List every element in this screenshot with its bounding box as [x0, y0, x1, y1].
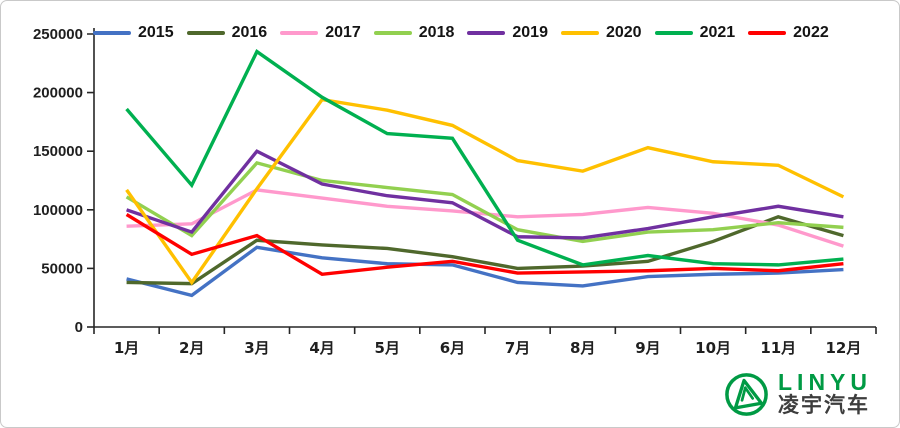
brand-text: LINYU 凌宇汽车 [778, 371, 872, 417]
y-tick-label: 100000 [33, 202, 83, 219]
legend-swatch-icon [467, 31, 506, 35]
axes [87, 28, 877, 334]
x-tick-label: 2月 [179, 339, 204, 357]
y-tick-label: 200000 [33, 85, 83, 102]
legend-item-2016: 2016 [186, 24, 268, 41]
series-line-2019 [126, 149, 844, 240]
brand-name-cn: 凌宇汽车 [778, 393, 870, 418]
series-lines [125, 49, 845, 298]
series-line-2018 [125, 161, 844, 244]
x-tick-label: 11月 [760, 339, 796, 357]
series-line-2020 [125, 97, 845, 286]
x-tick-label: 12月 [825, 339, 861, 357]
brand-logo: LINYU 凌宇汽车 [723, 371, 872, 418]
x-tick-label: 5月 [375, 339, 400, 357]
legend-label: 2018 [418, 24, 455, 41]
series-line-2016 [126, 215, 844, 286]
legend-swatch-icon [186, 31, 225, 35]
legend-swatch-icon [654, 31, 693, 35]
legend-swatch-icon [93, 31, 131, 35]
legend-swatch-icon [373, 31, 412, 35]
legend-item-2020: 2020 [560, 24, 642, 41]
x-tick-label: 6月 [440, 339, 465, 357]
legend-item-2018: 2018 [373, 24, 455, 41]
series-line-2015 [126, 245, 844, 298]
y-tick-label: 250000 [33, 26, 83, 43]
legend-label: 2015 [138, 24, 174, 41]
x-tick-label: 7月 [505, 339, 530, 357]
x-tick-label: 8月 [570, 339, 595, 357]
legend-label: 2020 [605, 24, 642, 41]
legend-label: 2016 [231, 24, 268, 41]
x-tick-label: 1月 [114, 339, 139, 357]
legend-swatch-icon [280, 31, 319, 35]
legend-label: 2017 [325, 24, 361, 41]
x-tick-label: 9月 [635, 339, 660, 357]
legend-item-2021: 2021 [654, 24, 736, 41]
series-line-2021 [125, 49, 844, 267]
legend-swatch-icon [748, 31, 787, 35]
series-line-2022 [125, 213, 844, 277]
legend-item-2017: 2017 [280, 25, 361, 41]
brand-name-en: LINYU [778, 369, 872, 396]
legend-item-2022: 2022 [748, 25, 829, 41]
legend-label: 2019 [512, 24, 548, 41]
legend-label: 2022 [793, 24, 829, 41]
axis-labels: 0 50000 100000 150000 200000 250000 1月 2月 3月 4月 5月… [33, 26, 861, 357]
legend-item-2015: 2015 [93, 25, 174, 41]
x-tick-label: 4月 [309, 339, 334, 357]
x-tick-label: 10月 [695, 339, 731, 357]
legend-item-2019: 2019 [467, 25, 548, 41]
legend-label: 2021 [699, 24, 736, 41]
linyu-emblem-icon [725, 373, 768, 416]
x-tick-label: 3月 [244, 339, 269, 357]
legend-swatch-icon [560, 31, 599, 35]
y-tick-label: 50000 [41, 260, 83, 277]
y-tick-label: 0 [75, 319, 83, 336]
y-tick-label: 150000 [33, 143, 83, 160]
chart-legend: 2015 2016 2017 2018 2019 2020 2021 2022 [93, 25, 829, 41]
